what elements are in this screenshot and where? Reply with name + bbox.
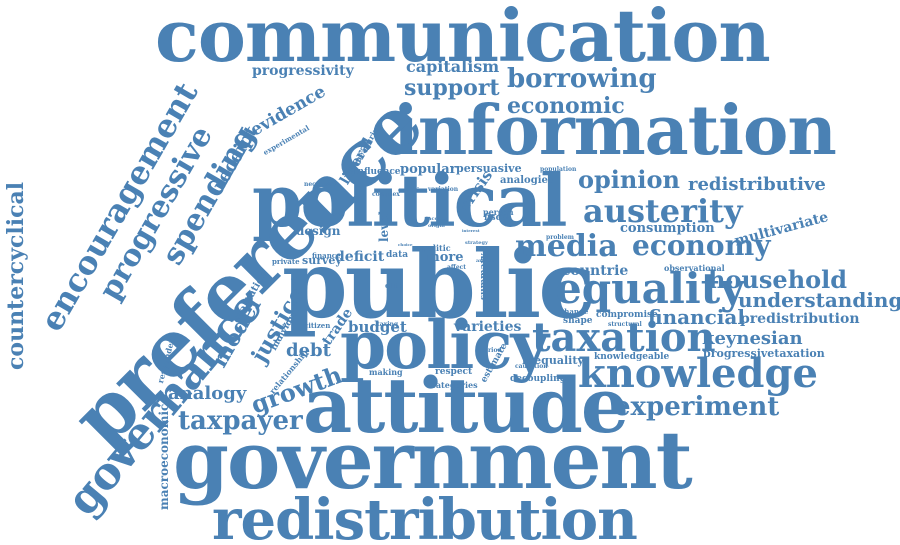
word-design: design	[296, 224, 341, 238]
word-persuasive: persuasive	[456, 162, 522, 175]
word-knowledge: knowledge	[578, 350, 818, 397]
word-experiment: experiment	[614, 392, 780, 422]
word-influence: influence	[354, 167, 401, 177]
word-income: income	[426, 216, 447, 222]
word-decoupling: decoupling	[510, 374, 567, 384]
word-multivariate: multivariate	[732, 209, 831, 250]
word-analogy: analogy	[168, 383, 247, 404]
word-observational: observational	[664, 263, 725, 273]
word-survey: survey	[302, 254, 342, 267]
word-change: change	[560, 307, 589, 316]
word-complex: complex	[372, 191, 400, 198]
word-elite: elite	[385, 281, 403, 290]
word-macroeconomic: macroeconomic	[157, 403, 171, 510]
word-choice: choice	[398, 242, 413, 247]
word-problem: problem	[546, 234, 574, 241]
word-progressivity: progressivity	[252, 63, 354, 79]
word-coalition: coalition	[398, 187, 428, 194]
word-citizen: citizen	[304, 321, 331, 330]
word-political: political	[252, 158, 568, 243]
word-variation: variation	[428, 186, 459, 193]
word-taxing: taxing	[377, 321, 399, 328]
word-austerity: austerity	[583, 192, 743, 230]
word-affect: affect	[447, 264, 467, 271]
word-categories: categories	[431, 380, 478, 390]
word-economic: economic	[507, 93, 625, 119]
word-communication: communication	[155, 0, 771, 78]
word-period: period	[480, 347, 502, 354]
word-economy: economy	[632, 229, 771, 262]
word-respect: respect	[435, 367, 473, 377]
word-borrowing: borrowing	[507, 64, 657, 94]
word-taxpayer: taxpayer	[178, 406, 303, 436]
word-household: household	[708, 265, 848, 294]
word-person: person	[483, 207, 514, 217]
word-inequality: inequality	[522, 354, 584, 367]
word-capitalism: capitalism	[406, 57, 500, 76]
word-finance: finance	[312, 251, 341, 260]
word-government: government	[173, 413, 693, 507]
word-level: level	[377, 210, 391, 242]
word-population: population	[540, 166, 577, 173]
word-important: important	[289, 276, 299, 322]
word-interest: interest	[462, 228, 480, 233]
word-attitude: attitude	[303, 361, 629, 450]
word-more: more	[426, 250, 464, 265]
word-consumption: consumption	[620, 221, 715, 236]
word-popular: popular	[400, 162, 457, 177]
word-article: article	[476, 258, 495, 264]
word-knowledgeable: knowledgeable	[594, 352, 670, 362]
word-understanding: understanding	[738, 288, 900, 312]
word-countercyclical: countercyclical	[3, 181, 29, 370]
word-equality: equality	[555, 264, 745, 313]
word-shape: shape	[563, 316, 593, 326]
word-countrie: countrie	[562, 263, 629, 279]
word-support: support	[404, 75, 500, 101]
word-keynesian: keynesian	[702, 328, 803, 349]
word-origin: origin	[428, 223, 445, 229]
word-private: private	[272, 257, 300, 266]
word-predistribution: predistribution	[740, 311, 860, 327]
word-taxation: taxation	[532, 314, 716, 361]
word-progressivetaxation: progressivetaxation	[703, 347, 825, 360]
word-causation: causation	[515, 363, 548, 370]
word-policy: policy	[340, 306, 549, 384]
word-redistribution: redistribution	[212, 487, 638, 545]
word-deficit: deficit	[335, 249, 385, 265]
word-redistributive: redistributive	[688, 174, 826, 195]
word-structural: structural	[608, 321, 642, 328]
word-budget: budget	[348, 318, 407, 336]
word-analogies: analogies	[500, 175, 554, 186]
word-varieties: varieties	[454, 319, 522, 335]
word-debt: debt	[286, 340, 331, 361]
word-compromise: compromise	[596, 310, 658, 320]
word-fiscal: fiscal	[484, 213, 511, 223]
word-politic: politic	[422, 243, 451, 253]
word-public: public	[282, 230, 595, 340]
word-making: making	[369, 367, 403, 377]
word-media: media	[515, 229, 618, 264]
word-opinion: opinion	[578, 165, 680, 194]
word-data: data	[386, 250, 409, 260]
word-strategy: strategy	[465, 240, 488, 246]
word-information: information	[393, 91, 837, 171]
word-financial: financial	[648, 305, 745, 329]
word-necessary: necessary	[304, 181, 337, 188]
